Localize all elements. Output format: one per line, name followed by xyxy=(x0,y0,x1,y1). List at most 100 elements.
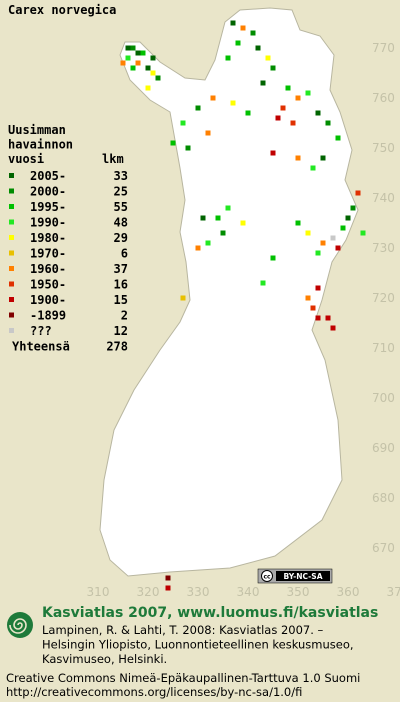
observation-square xyxy=(295,95,301,101)
x-coordinate-label: 340 xyxy=(237,585,260,599)
footer-heading: Kasviatlas 2007, www.luomus.fi/kasviatla… xyxy=(42,605,378,621)
y-coordinate-label: 700 xyxy=(372,391,395,405)
observation-square xyxy=(260,80,266,86)
observation-square xyxy=(125,55,131,61)
observation-square xyxy=(240,25,246,31)
observation-square xyxy=(200,215,206,221)
observation-square xyxy=(205,240,211,246)
observation-square xyxy=(335,135,341,141)
observation-square xyxy=(285,85,291,91)
legend-label: 1970- xyxy=(30,247,66,261)
observation-square xyxy=(290,120,296,126)
observation-square xyxy=(295,220,301,226)
cc-circle xyxy=(261,570,273,582)
grid-axes: 770 760 750 740 730 720 710 700 690 680 670 310 320 3… xyxy=(87,41,400,599)
observation-square xyxy=(215,215,221,221)
observation-square xyxy=(130,45,136,51)
finland-outline xyxy=(99,7,359,577)
x-coordinate-label: 360 xyxy=(337,585,360,599)
y-coordinate-label: 710 xyxy=(372,341,395,355)
observation-square xyxy=(210,95,216,101)
observation-square xyxy=(325,120,331,126)
observation-square xyxy=(245,110,251,116)
legend-label: 1960- xyxy=(30,262,66,276)
observation-square xyxy=(320,240,326,246)
observation-square xyxy=(120,60,126,66)
observation-square xyxy=(305,295,311,301)
logo xyxy=(7,612,33,638)
observation-square xyxy=(235,40,241,46)
observation-square xyxy=(295,155,301,161)
legend-label: 2000- xyxy=(30,185,66,199)
observation-square xyxy=(270,255,276,261)
legend-swatch xyxy=(9,328,14,333)
y-coordinate-label: 760 xyxy=(372,91,395,105)
observation-square xyxy=(330,235,336,241)
legend-label: 1995- xyxy=(30,200,66,214)
observation-square xyxy=(255,45,261,51)
legend-swatch xyxy=(9,297,14,302)
legend-swatch xyxy=(9,204,14,209)
legend-count: 25 xyxy=(114,185,128,199)
license-line: http://creativecommons.org/licenses/by-n… xyxy=(6,685,302,699)
legend-heading: havainnon xyxy=(8,138,73,152)
legend-label: -1899 xyxy=(30,309,66,323)
legend-count-heading: lkm xyxy=(102,152,124,166)
legend-swatch xyxy=(9,188,14,194)
observation-square xyxy=(310,305,316,311)
legend-swatch xyxy=(9,173,14,178)
legend-count: 2 xyxy=(121,309,128,323)
observation-square xyxy=(315,315,321,321)
observation-square xyxy=(165,575,171,581)
legend-swatch xyxy=(9,219,14,225)
logo-spiral xyxy=(9,618,27,634)
observation-square xyxy=(330,325,336,331)
legend-label: 1980- xyxy=(30,231,66,245)
observation-square xyxy=(145,65,151,71)
legend-count: 37 xyxy=(114,262,128,276)
legend-label: 2005- xyxy=(30,169,66,183)
observation-square xyxy=(325,315,331,321)
y-coordinate-label: 680 xyxy=(372,491,395,505)
legend-label: 1900- xyxy=(30,293,66,307)
observation-square xyxy=(315,285,321,291)
observation-square xyxy=(265,55,271,61)
observation-square xyxy=(195,245,201,251)
observation-square xyxy=(270,65,276,71)
observation-square xyxy=(345,215,351,221)
observation-square xyxy=(315,250,321,256)
observation-square xyxy=(155,75,161,81)
x-coordinate-label: 350 xyxy=(287,585,310,599)
y-coordinate-label: 750 xyxy=(372,141,395,155)
observation-square xyxy=(180,295,186,301)
license-line: Creative Commons Nimeä-Epäkaupallinen-Ta… xyxy=(6,671,360,685)
legend-count: 12 xyxy=(114,324,128,338)
observation-square xyxy=(135,60,141,66)
observation-square xyxy=(140,50,146,56)
y-coordinate-label: 740 xyxy=(372,191,395,205)
observation-square xyxy=(275,115,281,121)
observation-square xyxy=(270,150,276,156)
legend-count: 33 xyxy=(114,169,128,183)
observation-square xyxy=(305,90,311,96)
legend-swatch xyxy=(9,266,14,271)
legend-label: 1990- xyxy=(30,216,66,230)
legend-swatch xyxy=(9,250,14,256)
y-coordinate-label: 730 xyxy=(372,241,395,255)
observation-square xyxy=(185,145,191,151)
legend-count: 48 xyxy=(114,216,128,230)
observation-square xyxy=(225,55,231,61)
observation-square xyxy=(125,45,131,51)
observation-square xyxy=(135,50,141,56)
observation-square xyxy=(335,245,341,251)
legend-swatch xyxy=(9,312,14,318)
citation-line: Kasvimuseo, Helsinki. xyxy=(42,652,167,666)
observation-square xyxy=(230,100,236,106)
observation-square xyxy=(205,130,211,136)
logo-disc xyxy=(7,612,33,638)
observation-square xyxy=(280,105,286,111)
legend-heading: vuosi xyxy=(8,152,44,166)
license-badge: cc BY-NC-SA xyxy=(257,568,333,584)
legend-count: 55 xyxy=(114,200,128,214)
observation-square xyxy=(180,120,186,126)
